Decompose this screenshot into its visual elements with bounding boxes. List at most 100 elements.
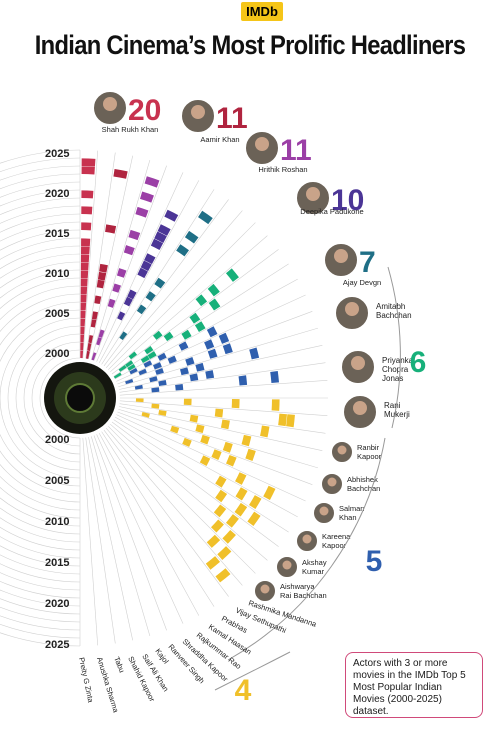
actor-name: Salman — [339, 504, 364, 513]
actor-name: Kapoor — [357, 452, 382, 461]
actor-spoke — [103, 199, 229, 367]
bar-mark — [141, 412, 150, 418]
year-ring — [0, 301, 81, 495]
bar-mark — [195, 424, 205, 434]
bar-mark — [218, 332, 230, 344]
bar-mark — [157, 352, 167, 361]
bar-mark — [211, 449, 222, 461]
count-label: 11 — [216, 102, 248, 135]
bar-mark — [81, 158, 96, 167]
bar-mark — [245, 448, 256, 461]
year-ring — [23, 341, 81, 455]
year-axis-label: 2020 — [45, 188, 69, 200]
group-total: 6 — [410, 346, 427, 379]
year-ring — [0, 261, 81, 535]
bar-mark — [278, 413, 287, 427]
avatar-face — [353, 401, 367, 415]
actor-spoke — [119, 403, 326, 434]
avatar-face — [255, 137, 269, 151]
bar-mark — [222, 441, 233, 453]
bar-mark — [225, 268, 239, 282]
bar-mark — [113, 372, 122, 379]
actor-name: Chopra — [382, 365, 409, 374]
bar-mark — [214, 408, 224, 418]
bar-mark — [231, 399, 240, 409]
bar-mark — [241, 434, 252, 447]
bar-mark — [80, 350, 84, 359]
bar-mark — [207, 283, 220, 297]
year-ring — [0, 277, 81, 519]
actor-name: Bachchan — [376, 311, 412, 320]
year-axis-label: 2000 — [45, 434, 69, 446]
actor-spoke — [98, 180, 200, 364]
actor-spoke — [96, 434, 184, 624]
bar-mark — [286, 414, 295, 428]
year-ring — [31, 349, 81, 447]
chart-hub — [44, 362, 116, 434]
page-title: Indian Cinema’s Most Prolific Headliners — [34, 30, 466, 60]
year-ring — [0, 237, 81, 559]
actor-spoke — [116, 414, 306, 502]
count-label: 7 — [359, 246, 376, 279]
bar-mark — [222, 343, 233, 355]
bar-mark — [179, 367, 189, 376]
bar-mark — [195, 294, 208, 307]
year-ring — [0, 253, 81, 543]
actor-spoke — [117, 311, 313, 385]
bar-mark — [145, 291, 156, 302]
bar-mark — [211, 519, 224, 533]
year-axis-label: 2010 — [45, 516, 69, 528]
bar-mark — [181, 329, 192, 340]
avatar-face — [351, 356, 365, 370]
bar-mark — [208, 298, 221, 311]
bar-mark — [189, 414, 199, 423]
chart-grid — [0, 149, 328, 647]
bar-mark — [107, 298, 116, 308]
year-axis-label: 2010 — [45, 268, 69, 280]
bar-mark — [144, 253, 156, 265]
actor-spoke — [119, 344, 323, 390]
bar-mark — [81, 166, 95, 175]
actor-spoke — [93, 165, 167, 361]
bar-mark — [80, 286, 88, 295]
actor-spoke — [119, 400, 328, 416]
bar-mark — [118, 364, 127, 372]
count-label: 10 — [331, 184, 364, 217]
avatar-face — [282, 560, 292, 570]
year-ring — [39, 357, 81, 439]
film-reel-center — [65, 383, 95, 413]
actor-name: Jonas — [382, 374, 403, 383]
group-total: 4 — [235, 674, 252, 707]
bar-mark — [151, 387, 160, 393]
imdb-logo: IMDb — [241, 2, 283, 21]
bar-mark — [128, 351, 138, 360]
actor-spoke — [118, 408, 319, 469]
actor-spoke — [82, 150, 98, 359]
bar-mark — [139, 191, 154, 203]
actor-name: Khan — [339, 513, 357, 522]
group-bracket — [227, 437, 386, 661]
year-axis-label: 2000 — [45, 348, 69, 360]
bar-mark — [80, 262, 89, 271]
year-axis-label: 2005 — [45, 308, 69, 320]
actor-spoke — [113, 419, 289, 533]
year-axis-label: 2020 — [45, 598, 69, 610]
bar-mark — [125, 360, 134, 368]
bar-mark — [91, 311, 99, 320]
actor-name: Shah Rukh Khan — [102, 125, 159, 134]
year-axis-label: 2025 — [45, 639, 69, 651]
year-ring — [7, 325, 81, 471]
actor-spoke — [90, 436, 151, 637]
bar-mark — [80, 254, 90, 263]
bar-mark — [199, 455, 211, 466]
bar-mark — [135, 206, 149, 218]
actor-name: Aamir Khan — [200, 135, 239, 144]
bar-mark — [90, 319, 97, 328]
bar-mark — [226, 454, 237, 467]
bar-mark — [80, 326, 85, 335]
actor-spoke — [108, 222, 256, 370]
group-total: 5 — [366, 545, 383, 578]
actor-spoke — [98, 432, 200, 616]
bar-mark — [183, 398, 192, 406]
bar-mark — [158, 409, 167, 417]
